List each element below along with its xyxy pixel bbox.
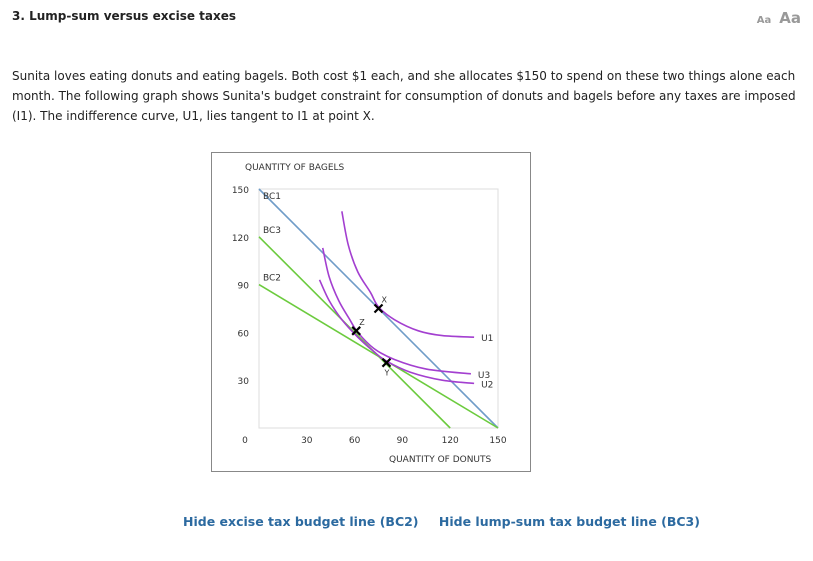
point-marker-x — [373, 303, 384, 314]
y-tick-label: 150 — [232, 186, 249, 196]
series-u2 — [318, 279, 475, 385]
y-tick-label: 60 — [238, 329, 250, 339]
point-marker-z — [351, 326, 361, 336]
series-label-u1: U1 — [481, 334, 493, 344]
point-label-y: Y — [383, 369, 389, 378]
y-tick-label: 90 — [238, 282, 250, 292]
series-label-bc3: BC3 — [263, 226, 281, 236]
x-tick-label: 120 — [442, 436, 459, 446]
intro-text: Sunita loves eating donuts and eating ba… — [12, 69, 796, 123]
x-tick-label: 90 — [397, 436, 409, 446]
y-tick-label: 30 — [238, 377, 250, 387]
font-size-controls: Aa Aa — [757, 8, 801, 27]
series-u1 — [341, 211, 475, 338]
question-title: 3. Lump-sum versus excise taxes — [12, 9, 237, 23]
toggle-links: Hide excise tax budget line (BC2) Hide l… — [183, 514, 716, 529]
x-tick-label: 0 — [242, 436, 248, 446]
series-u3 — [321, 247, 471, 375]
hide-bc2-link[interactable]: Hide excise tax budget line (BC2) — [183, 514, 419, 529]
budget-chart: QUANTITY OF BAGELS QUANTITY OF DONUTS 0 30 6… — [232, 163, 507, 465]
point-marker-y — [381, 357, 392, 368]
x-tick-label: 60 — [349, 436, 361, 446]
font-small-button[interactable]: Aa — [756, 15, 772, 26]
series-label-bc2: BC2 — [263, 274, 281, 284]
series-label-bc1: BC1 — [263, 192, 281, 202]
series-label-u3: U3 — [478, 371, 490, 381]
hide-bc3-link[interactable]: Hide lump-sum tax budget line (BC3) — [438, 514, 700, 529]
series-label-u2: U2 — [481, 380, 493, 390]
x-axis-label: QUANTITY OF DONUTS — [389, 455, 492, 465]
graph-panel: QUANTITY OF BAGELS QUANTITY OF DONUTS 0 30 6… — [211, 152, 531, 472]
font-large-button[interactable]: Aa — [779, 9, 801, 27]
point-label-z: Z — [359, 318, 365, 327]
point-label-x: X — [382, 296, 388, 305]
y-axis-label: QUANTITY OF BAGELS — [245, 163, 345, 173]
x-tick-label: 30 — [301, 436, 313, 446]
plot-area — [258, 188, 499, 429]
y-tick-label: 120 — [232, 234, 249, 244]
x-tick-label: 150 — [489, 436, 506, 446]
